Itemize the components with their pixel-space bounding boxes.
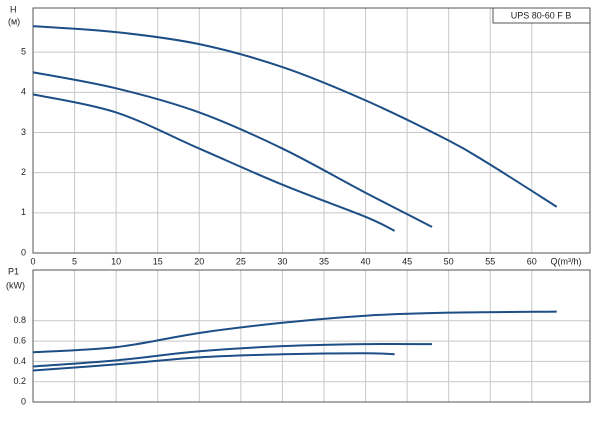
y-tick-label: 5 (21, 47, 26, 57)
y-tick-label: 4 (21, 87, 26, 97)
y-tick-label: 0.6 (13, 335, 26, 345)
x-tick-label: 50 (444, 256, 454, 266)
y-tick-label: 3 (21, 127, 26, 137)
x-tick-label: 30 (277, 256, 287, 266)
curve (32, 342, 433, 368)
x-tick-label: 35 (319, 256, 329, 266)
y-tick-label: 0 (21, 396, 26, 406)
x-tick-label: 55 (485, 256, 495, 266)
x-tick-label: 60 (527, 256, 537, 266)
plot-frame (32, 269, 591, 403)
x-tick-label: 45 (402, 256, 412, 266)
x-tick-label: 25 (236, 256, 246, 266)
chart-title: UPS 80-60 F B (511, 10, 572, 20)
x-tick-label: 15 (153, 256, 163, 266)
plot-frame (32, 7, 591, 254)
y-unit: (м) (8, 16, 20, 26)
y-tick-label: 0 (21, 247, 26, 257)
y-label: P1 (8, 266, 19, 276)
y-unit: (kW) (6, 280, 25, 290)
x-tick-label: 10 (111, 256, 121, 266)
y-label: H (10, 4, 17, 14)
x-tick-label: 5 (72, 256, 77, 266)
y-tick-label: 0.8 (13, 315, 26, 325)
x-tick-label: 20 (194, 256, 204, 266)
title-box (492, 7, 591, 24)
curve (32, 25, 558, 208)
curve (32, 71, 433, 228)
x-tick-label: 0 (30, 256, 35, 266)
curve (32, 93, 396, 232)
curve (32, 352, 395, 372)
y-tick-label: 0.4 (13, 356, 26, 366)
x-label: Q(m³/h) (551, 256, 582, 266)
y-tick-label: 0.2 (13, 376, 26, 386)
x-tick-label: 40 (361, 256, 371, 266)
curve (32, 310, 557, 354)
y-tick-label: 1 (21, 207, 26, 217)
y-tick-label: 2 (21, 167, 26, 177)
